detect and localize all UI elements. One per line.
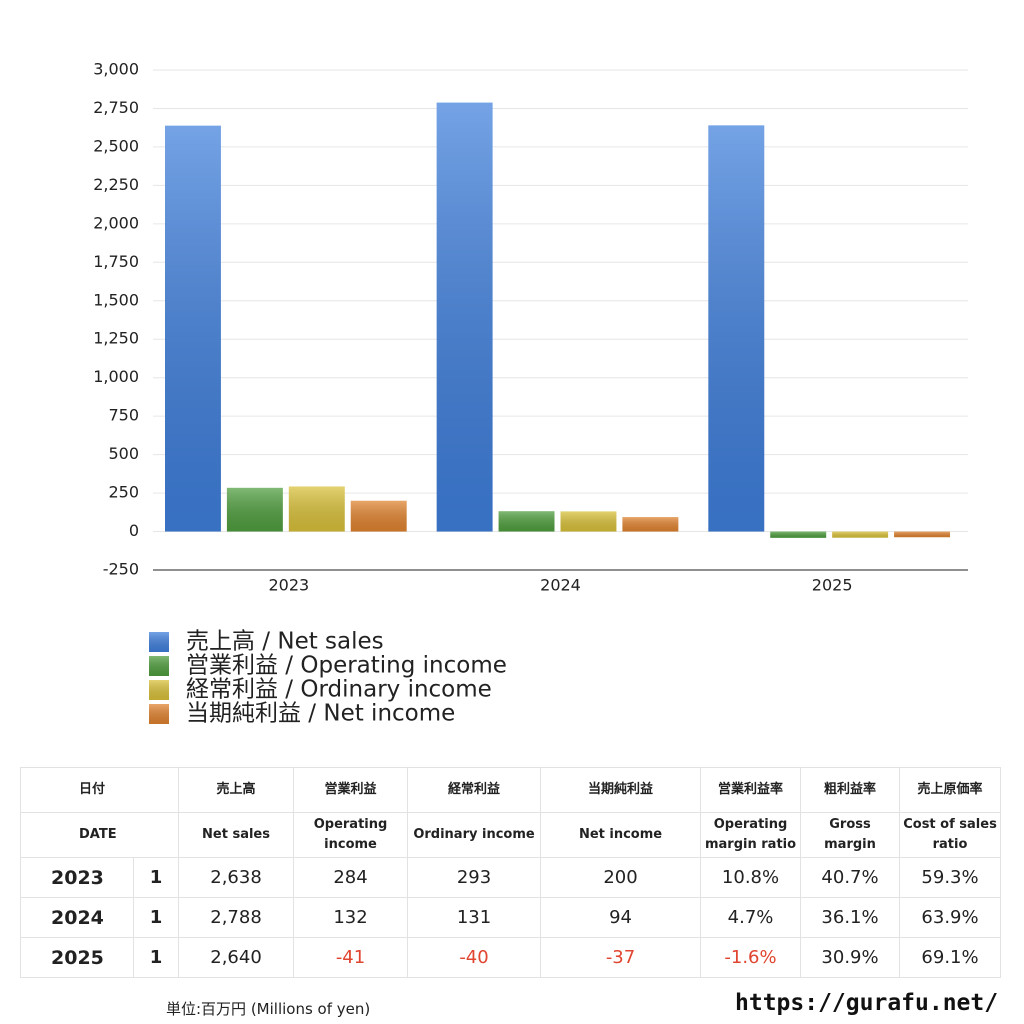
header-cell: Operating income: [293, 812, 409, 858]
bar: [708, 125, 765, 532]
table-cell: -41: [293, 937, 409, 978]
table-cell: 132: [293, 897, 409, 938]
header-cell: Net sales: [178, 812, 295, 858]
y-tick-label: 500: [108, 444, 139, 463]
y-tick-label: -250: [103, 560, 139, 579]
y-tick-label: 1,000: [93, 367, 139, 386]
table-cell: 1: [132, 897, 180, 938]
bar: [622, 517, 679, 532]
bar: [350, 500, 407, 532]
header-cell: Gross margin: [800, 812, 901, 858]
table-cell: -1.6%: [700, 937, 802, 978]
unit-note: 単位:百万円 (Millions of yen): [166, 1000, 371, 1018]
header-cell: 当期純利益: [540, 767, 702, 813]
header-cell: 営業利益: [293, 767, 409, 813]
table-cell: 200: [540, 857, 702, 898]
y-tick-label: 2,750: [93, 98, 139, 117]
y-tick-label: 0: [129, 521, 139, 540]
legend-label: 当期純利益 / Net income: [186, 701, 455, 727]
table-cell: 94: [540, 897, 702, 938]
data-row: 2024 1 2,788 132 131 94 4.7% 36.1% 63.9%: [20, 897, 1002, 938]
table-cell: 2024: [20, 897, 134, 938]
legend-label: 経常利益 / Ordinary income: [186, 677, 492, 703]
header-row: DATE Net sales Operating income Ordinary in…: [19, 812, 1002, 858]
header-cell: 経常利益: [407, 767, 542, 813]
bar: [436, 102, 493, 532]
table-cell: 2,638: [178, 857, 295, 898]
table-cell: 293: [407, 857, 542, 898]
header-cell: Operating margin ratio: [700, 812, 802, 858]
bar: [894, 531, 950, 538]
header-cell: Cost of sales ratio: [899, 812, 1002, 858]
header-cell: DATE: [19, 812, 180, 858]
y-tick-label: 250: [108, 483, 139, 502]
chart: -250 0 250 500 750 1,000 1,250 1,500 1,750 2,000 2…: [93, 60, 968, 727]
legend-swatch-shine: [149, 632, 169, 652]
table-cell: 69.1%: [899, 937, 1002, 978]
table-cell: 1: [132, 857, 180, 898]
y-tick-label: 750: [108, 406, 139, 425]
legend-swatch-shine: [149, 704, 169, 724]
table-cell: 1: [132, 937, 180, 978]
table-cell: 131: [407, 897, 542, 938]
bar: [498, 511, 555, 532]
header-cell: 粗利益率: [800, 767, 901, 813]
x-tick-label: 2025: [812, 576, 853, 595]
x-tick-label: 2024: [540, 576, 581, 595]
y-tick-label: 2,250: [93, 175, 139, 194]
legend-swatch-shine: [149, 680, 169, 700]
y-tick-label: 1,250: [93, 329, 139, 348]
table-cell: 40.7%: [800, 857, 901, 898]
table-cell: 2,788: [178, 897, 295, 938]
table-cell: 30.9%: [800, 937, 901, 978]
header-cell: 日付: [19, 767, 180, 813]
table-cell: -40: [407, 937, 542, 978]
table-cell: 59.3%: [899, 857, 1002, 898]
header-cell: Ordinary income: [407, 812, 542, 858]
legend-label: 営業利益 / Operating income: [186, 653, 507, 679]
x-tick-label: 2023: [268, 576, 309, 595]
table-cell: -37: [540, 937, 702, 978]
y-tick-label: 2,500: [93, 136, 139, 155]
data-row: 2023 1 2,638 284 293 200 10.8% 40.7% 59.3%: [20, 857, 1002, 898]
table-cell: 10.8%: [700, 857, 802, 898]
header-cell: 営業利益率: [700, 767, 802, 813]
y-tick-label: 1,500: [93, 290, 139, 309]
header-cell: 売上高: [178, 767, 295, 813]
site-url: https://gurafu.net/: [735, 990, 999, 1016]
legend-swatch-shine: [149, 656, 169, 676]
bar: [832, 531, 889, 538]
bar: [560, 511, 617, 532]
table-cell: 36.1%: [800, 897, 901, 938]
table-cell: 4.7%: [700, 897, 802, 938]
bar: [770, 531, 827, 538]
bar: [226, 487, 283, 532]
data-row: 2025 1 2,640 -41 -40 -37 -1.6% 30.9% 69.1%: [20, 937, 1002, 978]
table-cell: 2,640: [178, 937, 295, 978]
y-tick-label: 2,000: [93, 213, 139, 232]
table-cell: 2025: [20, 937, 134, 978]
header-cell: Net income: [540, 812, 702, 858]
table-cell: 284: [293, 857, 409, 898]
bar: [165, 125, 221, 532]
data-table: 日付 売上高 営業利益 経常利益 当期純利益 営業利益率 粗利益率 売上原価率 DATE Net …: [19, 767, 1002, 978]
y-tick-label: 3,000: [93, 60, 139, 79]
table-cell: 2023: [20, 857, 134, 898]
legend-label: 売上高 / Net sales: [186, 629, 384, 655]
table-cell: 63.9%: [899, 897, 1002, 938]
bar: [288, 486, 345, 532]
header-cell: 売上原価率: [899, 767, 1002, 813]
header-row: 日付 売上高 営業利益 経常利益 当期純利益 営業利益率 粗利益率 売上原価率: [19, 767, 1002, 813]
y-tick-label: 1,750: [93, 252, 139, 271]
